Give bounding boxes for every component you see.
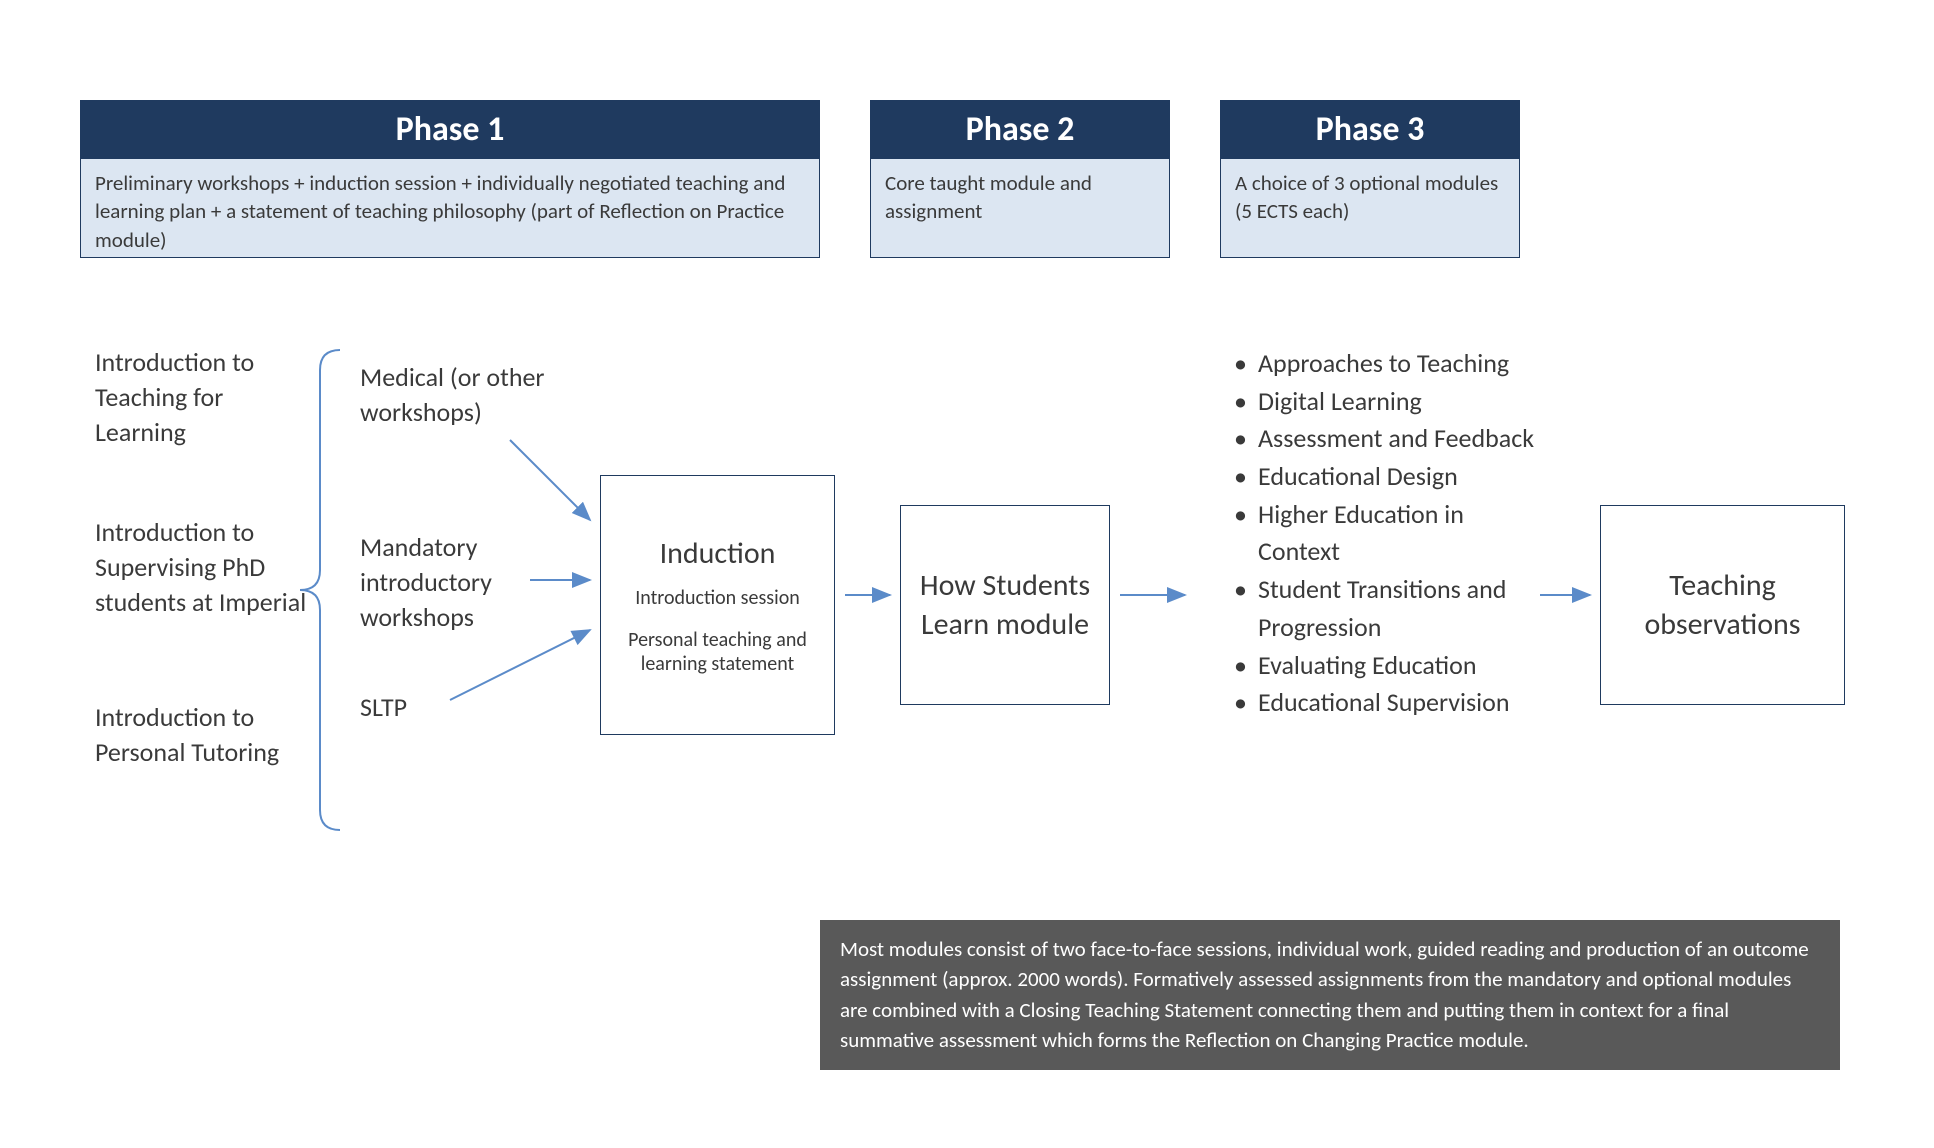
intro-item-2-text: Introduction to Supervising PhD students…: [95, 516, 306, 618]
phase3-header: Phase 3: [1220, 100, 1520, 158]
phase1-header: Phase 1: [80, 100, 820, 158]
induction-title: Induction: [660, 535, 776, 572]
phase1-title: Phase 1: [396, 109, 505, 150]
module-item: Educational Supervision: [1230, 684, 1540, 722]
footer-note: Most modules consist of two face-to-face…: [820, 920, 1840, 1070]
how-students-box: How Students Learn module: [900, 505, 1110, 705]
module-item: Approaches to Teaching: [1230, 345, 1540, 383]
intro-item-3: Introduction to Personal Tutoring: [95, 700, 295, 770]
phase3-title: Phase 3: [1316, 109, 1425, 150]
module-list: Approaches to Teaching Digital Learning …: [1230, 345, 1540, 722]
induction-box: Induction Introduction session Personal …: [600, 475, 835, 735]
phase2-body-text: Core taught module and assignment: [885, 170, 1092, 224]
phase1-body: Preliminary workshops + induction sessio…: [80, 158, 820, 258]
workshop-item-3: SLTP: [360, 690, 560, 725]
module-item: Student Transitions and Progression: [1230, 571, 1540, 646]
workshop-item-1: Medical (or other workshops): [360, 360, 560, 430]
module-item: Digital Learning: [1230, 383, 1540, 421]
intro-item-3-text: Introduction to Personal Tutoring: [95, 701, 279, 768]
footer-text: Most modules consist of two face-to-face…: [840, 936, 1809, 1053]
module-item: Higher Education in Context: [1230, 496, 1540, 571]
induction-sub2: Personal teaching and learning statement: [613, 628, 822, 676]
workshop-item-2: Mandatory introductory workshops: [360, 530, 560, 635]
phase1-body-text: Preliminary workshops + induction sessio…: [95, 170, 785, 253]
intro-item-1: Introduction to Teaching for Learning: [95, 345, 295, 450]
phase2-header: Phase 2: [870, 100, 1170, 158]
intro-item-2: Introduction to Supervising PhD students…: [95, 515, 315, 620]
arrow-workshop1: [510, 440, 590, 520]
module-item: Assessment and Feedback: [1230, 420, 1540, 458]
phase3-body: A choice of 3 optional modules (5 ECTS e…: [1220, 158, 1520, 258]
workshop-item-3-text: SLTP: [360, 691, 407, 723]
module-item: Evaluating Education: [1230, 647, 1540, 685]
module-item: Educational Design: [1230, 458, 1540, 496]
induction-sub1: Introduction session: [635, 586, 800, 610]
workshop-item-2-text: Mandatory introductory workshops: [360, 531, 492, 633]
intro-item-1-text: Introduction to Teaching for Learning: [95, 346, 254, 448]
phase3-body-text: A choice of 3 optional modules (5 ECTS e…: [1235, 170, 1498, 224]
phase2-body: Core taught module and assignment: [870, 158, 1170, 258]
phase2-title: Phase 2: [966, 109, 1075, 150]
teaching-obs-box: Teaching observations: [1600, 505, 1845, 705]
workshop-item-1-text: Medical (or other workshops): [360, 361, 545, 428]
how-students-title: How Students Learn module: [913, 566, 1097, 644]
teaching-obs-title: Teaching observations: [1613, 566, 1832, 644]
